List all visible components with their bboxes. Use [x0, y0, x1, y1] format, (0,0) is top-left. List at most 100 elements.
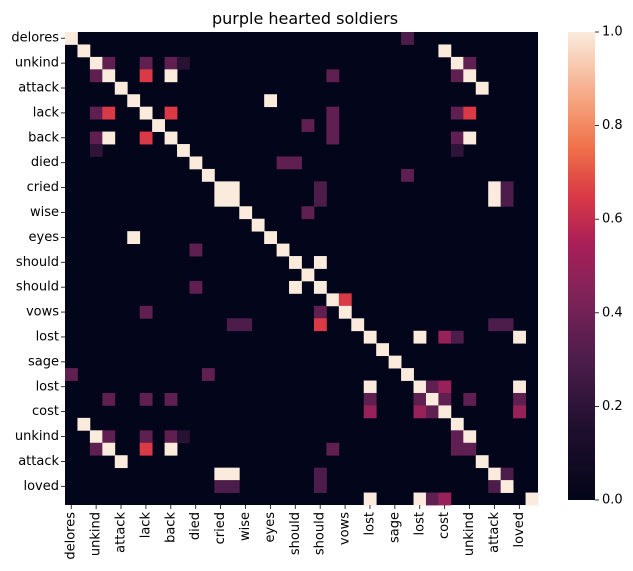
- heatmap-cell: [264, 231, 278, 245]
- heatmap-cell: [326, 442, 340, 456]
- heatmap-cell: [438, 330, 452, 344]
- x-tick-label: should: [313, 512, 328, 555]
- x-tick-labels: delores unkind attack lack back died cried wise…: [64, 505, 527, 560]
- heatmap-cell: [376, 343, 390, 357]
- heatmap-cell: [475, 81, 489, 95]
- y-tick-label: lost: [36, 329, 59, 344]
- y-tick-label: lack: [33, 105, 60, 120]
- y-tick-label: wise: [30, 205, 59, 220]
- colorbar-tick-label: 0.6: [602, 212, 623, 227]
- heatmap-cell: [513, 392, 526, 406]
- heatmap-cell: [201, 368, 215, 381]
- y-tick-label: delores: [11, 31, 59, 46]
- heatmap-cell: [413, 380, 427, 394]
- heatmap-cell: [326, 131, 340, 145]
- heatmap-cell: [89, 131, 103, 145]
- heatmap-cell: [388, 355, 402, 369]
- heatmap-cell: [313, 305, 327, 319]
- y-tick-label: cried: [27, 180, 59, 195]
- heatmap-cell: [450, 106, 464, 120]
- heatmap-cell: [239, 318, 253, 332]
- y-tick-label: vows: [26, 305, 59, 320]
- heatmap-cell: [164, 442, 178, 456]
- heatmap-cell: [226, 181, 240, 195]
- heatmap-cell: [226, 318, 240, 332]
- heatmap-cell: [525, 492, 539, 506]
- colorbar-tick-label: 1.0: [602, 25, 623, 40]
- heatmap-cell: [500, 467, 514, 481]
- x-tick-label: attack: [114, 512, 129, 553]
- heatmap-cell: [226, 467, 240, 481]
- heatmap-cell: [463, 106, 477, 120]
- heatmap-cell: [313, 280, 327, 294]
- heatmap-cell: [226, 193, 240, 207]
- y-tick-label: should: [16, 255, 59, 270]
- heatmap-cell: [313, 193, 327, 207]
- x-tick-label: lost: [412, 512, 427, 535]
- heatmap-cell: [164, 69, 178, 83]
- heatmap-cell: [313, 480, 327, 493]
- heatmap-cell: [189, 280, 203, 294]
- heatmap-cell: [164, 392, 178, 406]
- heatmap-grid: [65, 32, 539, 506]
- heatmap-cell: [177, 430, 190, 444]
- heatmap-cell: [289, 280, 302, 294]
- heatmap-cell: [326, 106, 340, 120]
- heatmap-cell: [301, 119, 315, 132]
- heatmap-cell: [401, 32, 414, 45]
- heatmap-cell: [463, 56, 477, 70]
- heatmap-cell: [264, 94, 278, 108]
- y-tick-label: died: [31, 155, 59, 170]
- x-tick-label: wise: [238, 512, 253, 541]
- heatmap-cell: [89, 56, 103, 70]
- heatmap-cell: [401, 368, 414, 381]
- x-tick-label: sage: [387, 512, 402, 543]
- y-tick-label: lost: [36, 379, 59, 394]
- heatmap-cell: [500, 480, 514, 493]
- heatmap-cell: [189, 156, 203, 170]
- heatmap-cell: [488, 318, 502, 332]
- heatmap-cell: [102, 106, 116, 120]
- heatmap-cell: [139, 131, 153, 145]
- heatmap-cell: [89, 430, 103, 444]
- heatmap-cell: [450, 131, 464, 145]
- heatmap-cell: [214, 480, 228, 493]
- heatmap-cell: [488, 480, 502, 493]
- heatmap-cell: [214, 181, 228, 195]
- y-tick-label: back: [28, 130, 59, 145]
- x-tick-label: cried: [213, 512, 228, 544]
- heatmap-cell: [326, 119, 340, 132]
- heatmap-cell: [338, 305, 352, 319]
- heatmap-cell: [450, 69, 464, 83]
- heatmap-cell: [214, 193, 228, 207]
- x-tick-label: attack: [487, 512, 502, 553]
- heatmap-cell: [438, 380, 452, 394]
- y-tick-label: should: [16, 280, 59, 295]
- heatmap-cell: [102, 430, 116, 444]
- heatmap-cell: [463, 131, 477, 145]
- heatmap-cell: [164, 430, 178, 444]
- heatmap-cell: [450, 430, 464, 444]
- heatmap-cell: [438, 392, 452, 406]
- heatmap-cell: [363, 392, 377, 406]
- heatmap-cell: [450, 330, 464, 344]
- heatmap-cell: [438, 405, 452, 419]
- heatmap-cell: [463, 69, 477, 83]
- heatmap-cell: [289, 256, 302, 269]
- heatmap-cell: [425, 492, 439, 506]
- heatmap-cell: [139, 305, 153, 319]
- heatmap-cell: [500, 181, 514, 195]
- heatmap-cell: [326, 293, 340, 307]
- x-tick-label: loved: [512, 512, 527, 548]
- heatmap-cell: [450, 442, 464, 456]
- colorbar-tick-label: 0.0: [602, 493, 623, 508]
- heatmap-cell: [102, 442, 116, 456]
- heatmap-cell: [289, 156, 302, 170]
- heatmap-cell: [513, 380, 526, 394]
- heatmap-cell: [425, 392, 439, 406]
- heatmap-cell: [276, 243, 290, 257]
- heatmap-cell: [65, 32, 78, 45]
- heatmap-cell: [401, 168, 414, 182]
- heatmap-cell: [450, 417, 464, 431]
